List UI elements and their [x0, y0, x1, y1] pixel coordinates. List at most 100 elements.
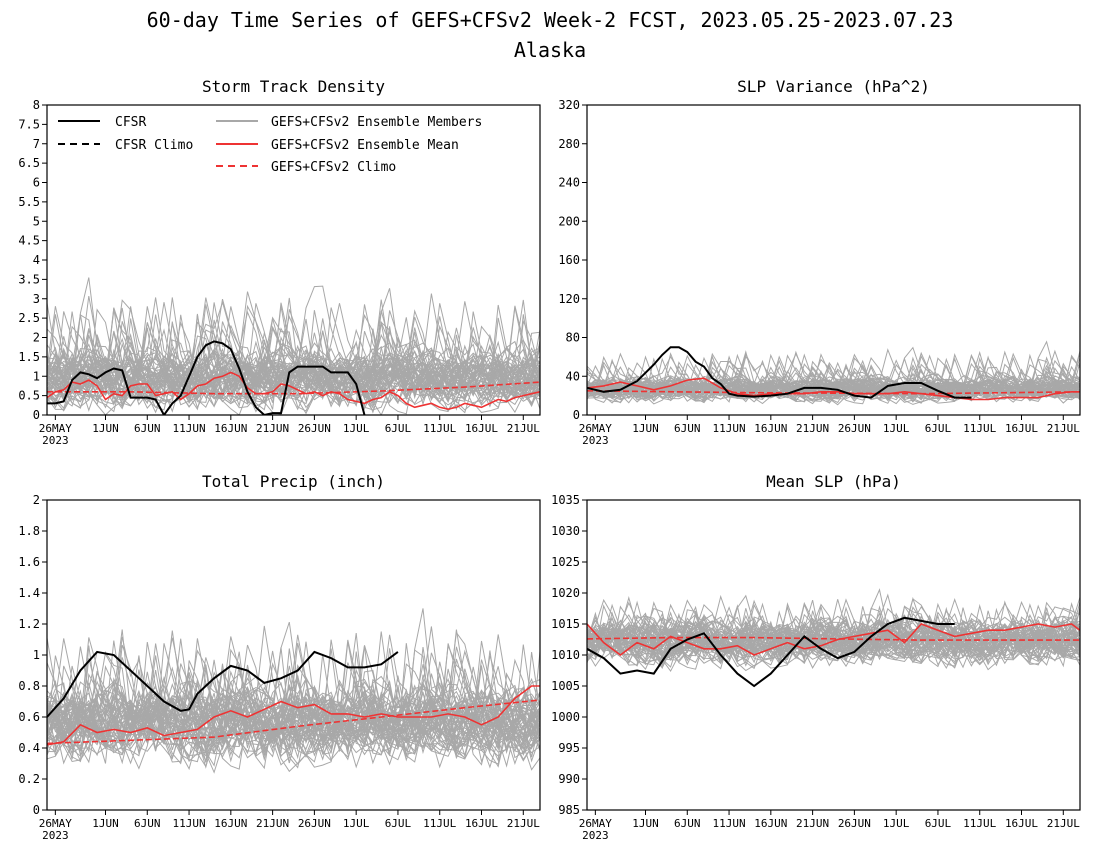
x-tick-label: 1JUL [883, 422, 910, 435]
ensemble-member-line [587, 613, 1080, 667]
ensemble-member-line [587, 615, 1080, 667]
figure-title: 60-day Time Series of GEFS+CFSv2 Week-2 … [147, 8, 954, 32]
x-tick-label: 1JUN [632, 817, 659, 830]
series-cfsr-line [587, 616, 955, 688]
x-year-label: 2023 [582, 434, 609, 447]
x-tick-label: 21JUL [507, 422, 540, 435]
ensemble-member-line [587, 609, 1080, 669]
y-tick-label: 1.8 [18, 524, 40, 538]
y-tick-label: 1000 [551, 710, 580, 724]
y-tick-label: 1.4 [18, 586, 40, 600]
ensemble-member-line [47, 309, 540, 411]
x-tick-label: 16JUN [754, 422, 787, 435]
y-tick-label: 985 [558, 803, 580, 817]
y-tick-label: 2.5 [18, 311, 40, 325]
x-tick-label: 26MAY [579, 817, 612, 830]
x-tick-label: 26JUN [298, 422, 331, 435]
y-tick-label: 1010 [551, 648, 580, 662]
x-tick-label: 16JUN [214, 422, 247, 435]
series-ens-climo-line [47, 381, 540, 395]
ensemble-members [587, 588, 1080, 673]
x-tick-label: 11JUN [712, 422, 745, 435]
x-tick-label: 1JUL [343, 422, 370, 435]
x-tick-label: 21JUL [507, 817, 540, 830]
y-tick-label: 6 [33, 176, 40, 190]
x-tick-label: 6JUL [385, 422, 412, 435]
x-tick-label: 21JUL [1047, 817, 1080, 830]
series-ens-climo-line [587, 390, 1080, 395]
y-tick-label: 4 [33, 253, 40, 267]
ensemble-member-line [587, 359, 1080, 402]
x-tick-label: 6JUN [674, 817, 701, 830]
panel-title: SLP Variance (hPa^2) [737, 77, 930, 96]
x-tick-label: 11JUN [712, 817, 745, 830]
ensemble-members [587, 340, 1080, 406]
ensemble-member-line [47, 307, 540, 395]
x-tick-label: 6JUL [925, 817, 952, 830]
y-tick-label: 6.5 [18, 156, 40, 170]
ensemble-member-line [47, 306, 540, 414]
y-tick-label: 7.5 [18, 117, 40, 131]
x-tick-label: 16JUN [214, 817, 247, 830]
y-tick-label: 1 [33, 369, 40, 383]
y-tick-label: 2 [33, 331, 40, 345]
y-tick-label: 1.5 [18, 350, 40, 364]
series-ens-mean-line [587, 623, 1080, 656]
panel-title: Mean SLP (hPa) [766, 472, 901, 491]
y-tick-label: 80 [566, 331, 580, 345]
panel-slp-variance: SLP Variance (hPa^2) 0 40 80 120 160 200 240 280… [558, 77, 1081, 447]
x-tick-label: 11JUL [963, 817, 996, 830]
y-tick-label: 160 [558, 253, 580, 267]
ensemble-member-line [47, 640, 540, 754]
ensemble-member-line [47, 651, 540, 763]
panel-storm-track-density: Storm Track Density 0 0.5 1 1.5 2 2.5 3 3.5 4 4.5 5… [18, 77, 541, 447]
figure-subtitle: Alaska [514, 38, 586, 62]
y-tick-label: 5.5 [18, 195, 40, 209]
x-tick-label: 11JUL [423, 422, 456, 435]
y-tick-label: 995 [558, 741, 580, 755]
x-tick-label: 6JUN [674, 422, 701, 435]
series-ens-climo-line [587, 636, 1080, 641]
y-tick-label: 1005 [551, 679, 580, 693]
x-tick-label: 16JUN [754, 817, 787, 830]
x-tick-label: 1JUN [92, 422, 119, 435]
panel-title: Storm Track Density [202, 77, 385, 96]
series-ens-climo-line [47, 699, 540, 745]
x-tick-label: 16JUL [1005, 422, 1038, 435]
y-tick-label: 0.8 [18, 679, 40, 693]
y-tick-label: 320 [558, 98, 580, 112]
x-tick-label: 11JUN [172, 817, 205, 830]
series-cfsr-line [47, 340, 366, 415]
x-tick-label: 16JUL [1005, 817, 1038, 830]
panel-title: Total Precip (inch) [202, 472, 385, 491]
y-tick-label: 7 [33, 137, 40, 151]
x-year-label: 2023 [42, 434, 69, 447]
x-tick-label: 1JUL [343, 817, 370, 830]
x-tick-label: 21JUN [256, 422, 289, 435]
series-ens-mean-line [47, 685, 540, 746]
y-tick-label: 0.5 [18, 389, 40, 403]
x-tick-label: 1JUN [632, 422, 659, 435]
x-tick-label: 21JUN [796, 817, 829, 830]
y-tick-label: 1 [33, 648, 40, 662]
y-tick-label: 5 [33, 214, 40, 228]
legend: CFSR CFSR Climo GEFS+CFSv2 Ensemble Memb… [58, 115, 482, 175]
ensemble-members [47, 277, 540, 415]
x-tick-label: 16JUL [465, 422, 498, 435]
y-tick-label: 240 [558, 176, 580, 190]
y-tick-label: 0.6 [18, 710, 40, 724]
ensemble-member-line [587, 600, 1080, 670]
panel-total-precip: Total Precip (inch) 0 0.2 0.4 0.6 0.8 1 1.2 1.4 1… [18, 472, 541, 842]
legend-ens-climo-label: GEFS+CFSv2 Climo [271, 160, 396, 175]
y-tick-label: 1015 [551, 617, 580, 631]
y-tick-label: 280 [558, 137, 580, 151]
ensemble-member-line [587, 606, 1080, 665]
ensemble-member-line [587, 363, 1080, 405]
x-tick-label: 6JUN [134, 422, 161, 435]
ensemble-member-line [47, 326, 540, 409]
x-tick-label: 6JUL [925, 422, 952, 435]
x-year-label: 2023 [42, 829, 69, 842]
x-tick-label: 21JUN [796, 422, 829, 435]
y-tick-label: 3.5 [18, 272, 40, 286]
